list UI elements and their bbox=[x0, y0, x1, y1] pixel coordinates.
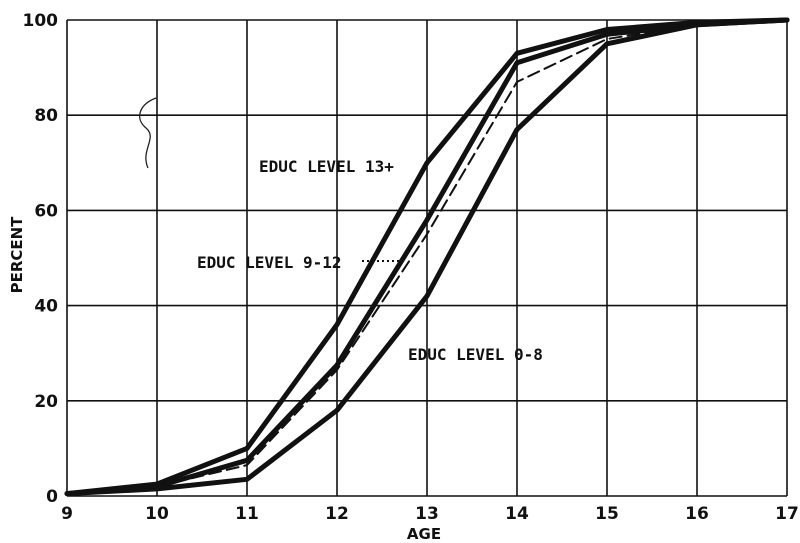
x-tick-label: 14 bbox=[505, 504, 529, 524]
y-tick-label: 20 bbox=[34, 392, 58, 412]
y-tick-label: 100 bbox=[23, 11, 59, 31]
y-tick-label: 40 bbox=[34, 297, 58, 317]
series-lines bbox=[64, 17, 790, 497]
y-tick-labels: 0 20 40 60 80 100 bbox=[23, 11, 59, 507]
annotation-educ-13plus: EDUC LEVEL 13+ bbox=[259, 157, 394, 176]
series-line-1 bbox=[64, 17, 790, 497]
grid bbox=[66, 19, 788, 497]
x-tick-label: 9 bbox=[61, 504, 73, 524]
x-tick-label: 10 bbox=[145, 504, 169, 524]
x-tick-labels: 9 10 11 12 13 14 15 16 17 bbox=[61, 504, 799, 524]
x-tick-label: 16 bbox=[685, 504, 709, 524]
x-tick-label: 15 bbox=[595, 504, 619, 524]
margin-squiggle-mark bbox=[139, 97, 157, 169]
x-axis-title: AGE bbox=[407, 525, 441, 543]
x-tick-label: 17 bbox=[775, 504, 799, 524]
annotation-educ-0-8: EDUC LEVEL 0-8 bbox=[408, 345, 543, 364]
x-tick-label: 11 bbox=[235, 504, 259, 524]
y-tick-label: 80 bbox=[34, 106, 58, 126]
series-line-0 bbox=[64, 17, 790, 497]
x-tick-label: 13 bbox=[415, 504, 439, 524]
annotation-educ-9-12: EDUC LEVEL 9-12 bbox=[197, 253, 342, 272]
y-tick-label: 0 bbox=[46, 487, 58, 507]
y-axis-title: PERCENT bbox=[8, 216, 26, 294]
y-tick-label: 60 bbox=[34, 201, 58, 221]
series-line-3 bbox=[64, 17, 790, 497]
x-tick-label: 12 bbox=[325, 504, 349, 524]
